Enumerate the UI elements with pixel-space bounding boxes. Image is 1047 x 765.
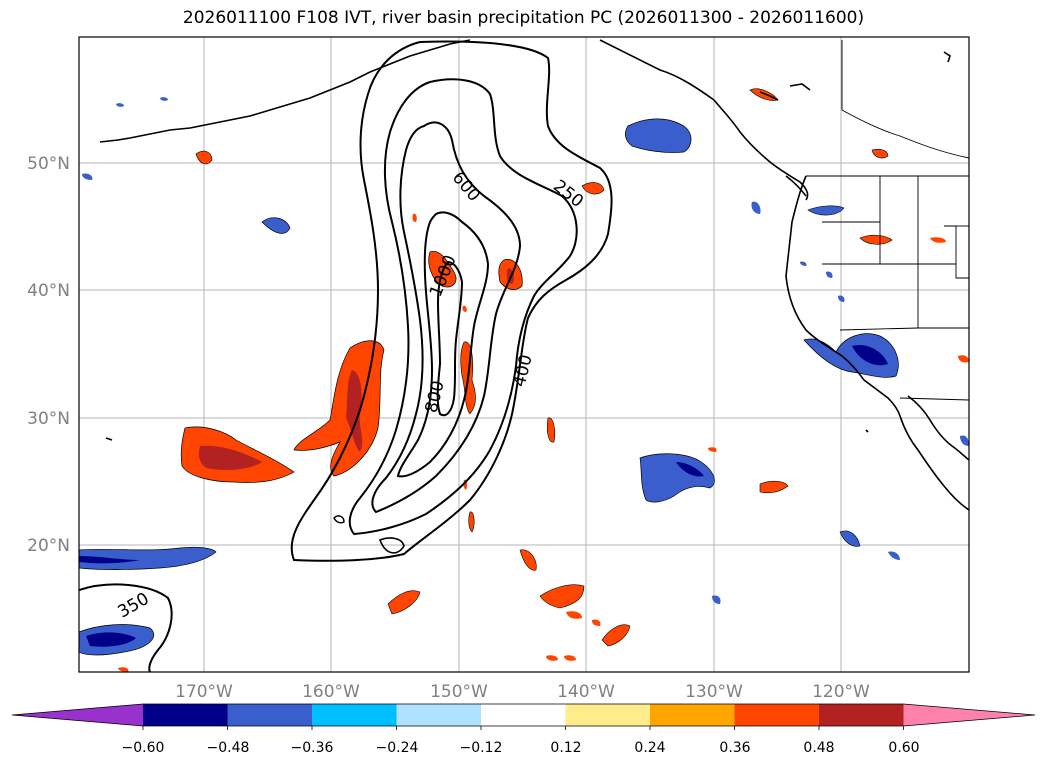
colorbar-label: −0.48 xyxy=(207,740,250,756)
colorbar-label: 0.12 xyxy=(550,740,581,756)
lon-label-140w: 140°W xyxy=(557,682,615,702)
colorbar-swatch xyxy=(565,704,651,726)
coastlines xyxy=(99,39,969,511)
colorbar-swatch xyxy=(227,704,313,726)
colorbar-extend-max xyxy=(903,704,1035,726)
lat-label-20n: 20°N xyxy=(27,536,70,556)
lat-label-50n: 50°N xyxy=(27,154,70,174)
contour-label-600: 600 xyxy=(448,168,484,206)
colorbar-label: 0.60 xyxy=(888,740,919,756)
positive-patch-central xyxy=(293,340,385,477)
borders xyxy=(806,40,969,401)
positive-pc-patches xyxy=(118,88,969,672)
lon-label-120w: 120°W xyxy=(812,682,870,702)
ivt-contour-400 xyxy=(348,78,578,536)
contour-label-400: 400 xyxy=(510,353,537,389)
colorbar-swatch xyxy=(819,704,904,726)
longitude-labels: 170°W 160°W 150°W 140°W 130°W 120°W xyxy=(175,682,870,702)
lat-label-30n: 30°N xyxy=(27,409,70,429)
colorbar: −0.60 −0.48 −0.36 −0.24 −0.12 0.12 0.24 … xyxy=(11,703,1036,756)
negative-patch-west-strip xyxy=(79,546,217,570)
colorbar-swatch xyxy=(734,704,820,726)
contour-label-350: 350 xyxy=(114,589,152,623)
colorbar-label: −0.24 xyxy=(376,740,419,756)
colorbar-extend-min xyxy=(12,704,143,726)
negative-patch-134w xyxy=(639,453,715,503)
ivt-contours xyxy=(79,40,613,672)
negative-pc-patches xyxy=(79,97,969,656)
ivt-contour-250 xyxy=(290,40,613,562)
colorbar-tick-labels: −0.60 −0.48 −0.36 −0.24 −0.12 0.12 0.24 … xyxy=(122,740,920,756)
map-plot-area xyxy=(79,37,969,672)
ivt-contour-350 xyxy=(79,583,173,672)
lon-label-160w: 160°W xyxy=(302,682,360,702)
colorbar-label: 0.48 xyxy=(803,740,834,756)
colorbar-swatch xyxy=(143,704,228,726)
gridlines xyxy=(79,37,969,672)
colorbar-swatch xyxy=(481,704,566,726)
colorbar-swatch xyxy=(396,704,482,726)
map-title: 2026011100 F108 IVT, river basin precipi… xyxy=(182,8,865,28)
contour-label-250: 250 xyxy=(549,176,587,212)
ivt-contour-1000 xyxy=(436,260,464,417)
negative-patch-north xyxy=(625,118,692,153)
lat-label-40n: 40°N xyxy=(27,281,70,301)
colorbar-swatch xyxy=(650,704,735,726)
lon-label-170w: 170°W xyxy=(175,682,233,702)
ivt-contour-600 xyxy=(371,121,522,514)
colorbar-label: −0.60 xyxy=(122,740,165,756)
ivt-contour-800 xyxy=(396,211,490,478)
lon-label-150w: 150°W xyxy=(430,682,488,702)
colorbar-swatch xyxy=(312,704,397,726)
contour-label-800: 800 xyxy=(422,379,449,415)
colorbar-label: 0.24 xyxy=(634,740,665,756)
lon-label-130w: 130°W xyxy=(685,682,743,702)
colorbar-ticks xyxy=(142,726,904,730)
colorbar-swatches xyxy=(11,703,1036,727)
map-frame xyxy=(78,36,970,673)
colorbar-label: −0.36 xyxy=(291,740,334,756)
colorbar-label: −0.12 xyxy=(460,740,503,756)
latitude-labels: 50°N 40°N 30°N 20°N xyxy=(27,154,70,556)
colorbar-label: 0.36 xyxy=(719,740,750,756)
